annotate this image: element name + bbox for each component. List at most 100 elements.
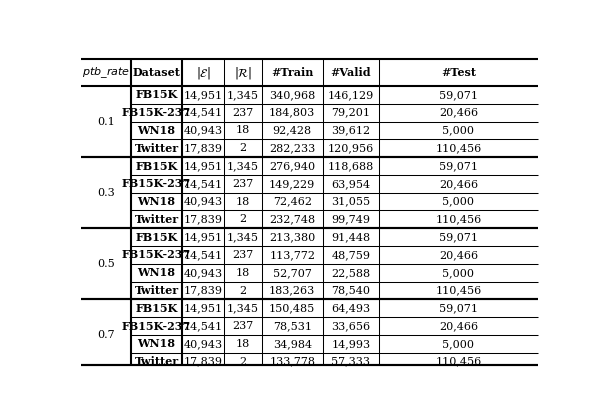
- Text: 40,943: 40,943: [184, 339, 223, 349]
- Text: 48,759: 48,759: [331, 250, 370, 260]
- Text: 0.3: 0.3: [97, 188, 115, 198]
- Text: 78,531: 78,531: [273, 321, 312, 331]
- Text: 40,943: 40,943: [184, 126, 223, 135]
- Text: 2: 2: [240, 357, 246, 367]
- Text: #Train: #Train: [271, 67, 313, 78]
- Text: 79,201: 79,201: [331, 108, 370, 118]
- Text: Twitter: Twitter: [135, 285, 179, 296]
- Text: FB15K-237: FB15K-237: [122, 320, 191, 332]
- Text: Twitter: Twitter: [135, 214, 179, 225]
- Text: 99,749: 99,749: [331, 214, 370, 224]
- Text: 1,345: 1,345: [227, 232, 259, 242]
- Text: 184,803: 184,803: [269, 108, 315, 118]
- Text: 0.1: 0.1: [97, 116, 115, 126]
- Text: 150,485: 150,485: [269, 303, 315, 313]
- Text: 183,263: 183,263: [269, 286, 315, 296]
- Text: 92,428: 92,428: [272, 126, 312, 135]
- Text: #Valid: #Valid: [330, 67, 371, 78]
- Text: Twitter: Twitter: [135, 356, 179, 367]
- Text: 14,541: 14,541: [184, 179, 223, 189]
- Text: 1,345: 1,345: [227, 303, 259, 313]
- Text: #Test: #Test: [441, 67, 476, 78]
- Text: 5,000: 5,000: [442, 339, 474, 349]
- Text: 1,345: 1,345: [227, 161, 259, 171]
- Text: $|\mathcal{R}|$: $|\mathcal{R}|$: [234, 65, 252, 81]
- Text: 78,540: 78,540: [331, 286, 370, 296]
- Text: 282,233: 282,233: [269, 143, 315, 153]
- Text: 17,839: 17,839: [184, 357, 223, 367]
- Text: 59,071: 59,071: [439, 232, 478, 242]
- Text: 118,688: 118,688: [327, 161, 374, 171]
- Text: 113,772: 113,772: [269, 250, 315, 260]
- Text: 17,839: 17,839: [184, 143, 223, 153]
- Text: 33,656: 33,656: [331, 321, 370, 331]
- Text: FB15K: FB15K: [135, 160, 178, 171]
- Text: 17,839: 17,839: [184, 214, 223, 224]
- Text: 276,940: 276,940: [269, 161, 315, 171]
- Text: 59,071: 59,071: [439, 161, 478, 171]
- Text: 18: 18: [236, 126, 250, 135]
- Text: 120,956: 120,956: [327, 143, 374, 153]
- Text: FB15K: FB15K: [135, 89, 178, 100]
- Text: 14,951: 14,951: [184, 303, 223, 313]
- Text: 149,229: 149,229: [269, 179, 315, 189]
- Text: WN18: WN18: [138, 267, 176, 278]
- Text: 63,954: 63,954: [331, 179, 370, 189]
- Text: FB15K: FB15K: [135, 303, 178, 314]
- Text: FB15K: FB15K: [135, 232, 178, 243]
- Text: 40,943: 40,943: [184, 197, 223, 207]
- Text: 20,466: 20,466: [439, 250, 478, 260]
- Text: FB15K-237: FB15K-237: [122, 249, 191, 260]
- Text: 18: 18: [236, 339, 250, 349]
- Text: 14,541: 14,541: [184, 321, 223, 331]
- Text: 340,968: 340,968: [269, 90, 315, 100]
- Text: 237: 237: [233, 321, 254, 331]
- Text: 110,456: 110,456: [435, 214, 481, 224]
- Text: Twitter: Twitter: [135, 143, 179, 154]
- Text: FB15K-237: FB15K-237: [122, 107, 191, 118]
- Text: WN18: WN18: [138, 125, 176, 136]
- Text: 0.5: 0.5: [97, 259, 115, 269]
- Text: 2: 2: [240, 143, 246, 153]
- Text: 2: 2: [240, 286, 246, 296]
- Text: 40,943: 40,943: [184, 268, 223, 278]
- Text: 17,839: 17,839: [184, 286, 223, 296]
- Text: 110,456: 110,456: [435, 286, 481, 296]
- Text: 72,462: 72,462: [273, 197, 312, 207]
- Text: 14,541: 14,541: [184, 250, 223, 260]
- Text: 2: 2: [240, 214, 246, 224]
- Text: 14,951: 14,951: [184, 90, 223, 100]
- Text: 146,129: 146,129: [327, 90, 374, 100]
- Text: 14,951: 14,951: [184, 161, 223, 171]
- Text: WN18: WN18: [138, 196, 176, 207]
- Text: 18: 18: [236, 197, 250, 207]
- Text: 5,000: 5,000: [442, 268, 474, 278]
- Text: 59,071: 59,071: [439, 90, 478, 100]
- Text: 213,380: 213,380: [269, 232, 315, 242]
- Text: 237: 237: [233, 250, 254, 260]
- Text: 5,000: 5,000: [442, 197, 474, 207]
- Text: 39,612: 39,612: [331, 126, 370, 135]
- Text: 20,466: 20,466: [439, 179, 478, 189]
- Text: 34,984: 34,984: [272, 339, 312, 349]
- Text: FB15K-237: FB15K-237: [122, 178, 191, 189]
- Text: 59,071: 59,071: [439, 303, 478, 313]
- Text: 31,055: 31,055: [331, 197, 370, 207]
- Text: 64,493: 64,493: [331, 303, 370, 313]
- Text: 91,448: 91,448: [331, 232, 370, 242]
- Text: Dataset: Dataset: [132, 67, 181, 78]
- Text: 110,456: 110,456: [435, 143, 481, 153]
- Text: 52,707: 52,707: [273, 268, 312, 278]
- Text: 22,588: 22,588: [331, 268, 370, 278]
- Text: $|\mathcal{E}|$: $|\mathcal{E}|$: [196, 65, 211, 81]
- Text: 232,748: 232,748: [269, 214, 315, 224]
- Text: 14,993: 14,993: [331, 339, 370, 349]
- Text: 237: 237: [233, 179, 254, 189]
- Text: 20,466: 20,466: [439, 108, 478, 118]
- Text: 133,778: 133,778: [269, 357, 315, 367]
- Text: 18: 18: [236, 268, 250, 278]
- Text: 0.7: 0.7: [97, 330, 115, 340]
- Text: 14,541: 14,541: [184, 108, 223, 118]
- Text: 57,333: 57,333: [331, 357, 370, 367]
- Text: 5,000: 5,000: [442, 126, 474, 135]
